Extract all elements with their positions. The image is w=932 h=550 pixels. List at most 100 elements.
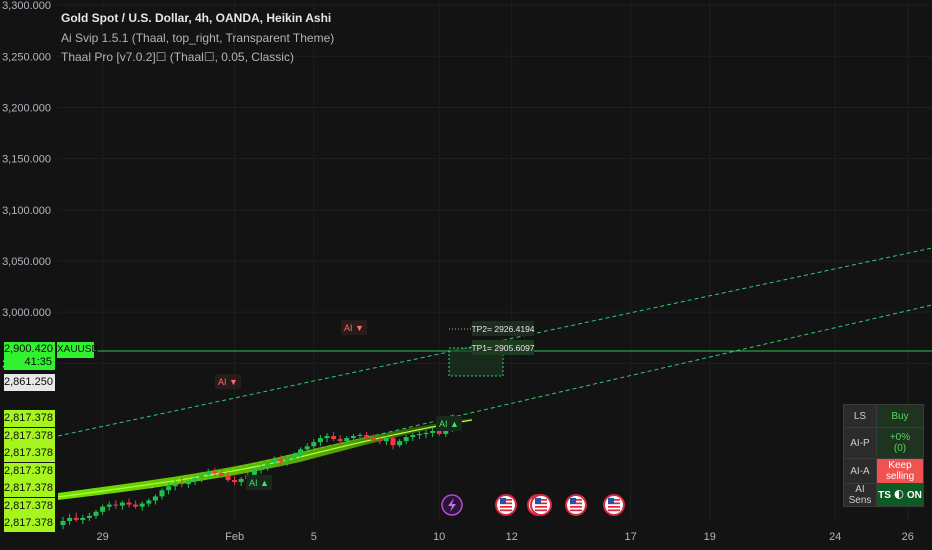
candle xyxy=(172,480,178,491)
y-tick-label: 3,300.000 xyxy=(2,0,51,12)
candle xyxy=(93,509,99,519)
symbol-tag: XAUUSD xyxy=(57,342,99,358)
candle xyxy=(265,460,271,471)
candle xyxy=(324,432,330,443)
info-row-ai-a: AI-A Keep selling xyxy=(843,458,924,484)
us-flag-icon[interactable] xyxy=(603,494,625,516)
candle xyxy=(284,456,290,466)
chart-grid xyxy=(58,0,932,522)
candle xyxy=(383,436,389,446)
candle xyxy=(377,436,383,445)
ai-sell-signal: AI ▼ xyxy=(215,374,241,389)
us-flag-icon[interactable] xyxy=(565,494,587,516)
candle xyxy=(423,429,429,439)
candle xyxy=(80,514,86,525)
upper-channel-line xyxy=(57,247,932,437)
svg-text:AI ▲: AI ▲ xyxy=(249,478,269,488)
candle xyxy=(205,468,211,480)
x-tick-label: 29 xyxy=(96,531,108,543)
candle xyxy=(291,452,297,463)
indicator-value-tag: 2,817.378 xyxy=(4,462,55,480)
ai-buy-signal: AI ▲ xyxy=(436,416,462,431)
us-flag-icon[interactable] xyxy=(495,494,517,516)
candle xyxy=(370,433,376,443)
candle xyxy=(159,488,165,500)
x-tick-label: 24 xyxy=(829,531,841,543)
candle xyxy=(86,512,92,521)
svg-text:TP2= 2926.4194: TP2= 2926.4194 xyxy=(471,324,534,334)
symbol-title[interactable]: Gold Spot / U.S. Dollar, 4h, OANDA, Heik… xyxy=(61,11,332,25)
x-tick-label: 17 xyxy=(624,531,636,543)
indicator-value-tag: 2,817.378 xyxy=(4,497,55,515)
candle xyxy=(212,467,218,476)
candle xyxy=(350,433,356,443)
indicator-value-tag: 2,817.378 xyxy=(4,515,55,532)
chart-legend[interactable]: Gold Spot / U.S. Dollar, 4h, OANDA, Heik… xyxy=(61,9,334,68)
info-value: Buy xyxy=(876,404,924,428)
ai-buy-signal: AI ▲ xyxy=(246,475,272,490)
indicator-value-tag: 2,817.378 xyxy=(4,445,55,462)
candle xyxy=(416,430,422,440)
y-tick-label: 3,000.000 xyxy=(2,307,51,319)
current-price-tag: 2,900.420 41:35 xyxy=(4,342,55,370)
info-row-ai-sens: AI Sens TS 🌓 ON xyxy=(843,483,924,507)
candle xyxy=(278,455,284,465)
info-label: AI-P xyxy=(843,427,877,459)
candle xyxy=(317,435,323,447)
candle xyxy=(390,435,396,450)
candle xyxy=(100,504,106,515)
candle xyxy=(298,447,304,459)
x-tick-label: 26 xyxy=(902,531,914,543)
candle xyxy=(225,471,231,483)
candle xyxy=(152,494,158,505)
candle xyxy=(397,439,403,448)
ai-sell-signal: AI ▼ xyxy=(341,320,367,335)
candle xyxy=(166,483,172,495)
candle xyxy=(67,513,73,526)
candle xyxy=(403,435,409,445)
candle xyxy=(311,439,317,451)
candle xyxy=(304,443,310,454)
level-price-tag: 2,861.250 xyxy=(4,374,55,391)
x-tick-label: 10 xyxy=(433,531,445,543)
candle xyxy=(185,479,191,489)
candle xyxy=(179,477,185,488)
lightning-event-icon[interactable] xyxy=(441,494,463,516)
info-row-ls: LS Buy xyxy=(843,404,924,428)
candle xyxy=(199,471,205,483)
candle xyxy=(364,431,370,440)
x-tick-label: 19 xyxy=(704,531,716,543)
candle xyxy=(218,468,224,478)
candle xyxy=(258,463,264,474)
svg-text:AI ▲: AI ▲ xyxy=(439,419,459,429)
indicator-value-tag: 2,817.378 xyxy=(4,427,55,445)
candle xyxy=(232,475,238,486)
candle xyxy=(331,431,337,442)
candle xyxy=(60,516,66,530)
info-label: AI-A xyxy=(843,458,877,484)
x-tick-label: 12 xyxy=(506,531,518,543)
indicator-legend[interactable]: Ai Svip 1.5.1 (Thaal, top_right, Transpa… xyxy=(61,30,335,45)
candle xyxy=(192,475,198,486)
candle xyxy=(430,427,436,438)
y-tick-label: 3,100.000 xyxy=(2,205,51,217)
candle xyxy=(271,456,277,467)
candle xyxy=(73,512,79,522)
svg-text:AI ▼: AI ▼ xyxy=(218,377,238,387)
info-value: +0% (0) xyxy=(876,427,924,459)
us-flag-icon[interactable] xyxy=(530,494,552,516)
tp2-label: TP2= 2926.4194 xyxy=(471,321,535,336)
y-tick-label: 3,200.000 xyxy=(2,102,51,114)
indicator-legend[interactable]: Thaal Pro [v7.0.2]☐ (Thaal☐, 0.05, Class… xyxy=(61,50,294,64)
time-axis[interactable]: 29 Feb 5 10 12 17 19 24 26 xyxy=(96,531,913,543)
info-value: Keep selling xyxy=(876,458,924,484)
price-axis[interactable]: 3,300.000 3,250.000 3,200.000 3,150.000 3,10… xyxy=(2,0,51,370)
tp1-label: TP1= 2905.6097 xyxy=(471,340,535,355)
x-tick-label: Feb xyxy=(225,531,244,543)
svg-text:AI ▼: AI ▼ xyxy=(344,323,364,333)
candle xyxy=(113,500,119,509)
candle xyxy=(146,498,152,507)
candle xyxy=(119,500,125,510)
x-tick-label: 5 xyxy=(311,531,317,543)
